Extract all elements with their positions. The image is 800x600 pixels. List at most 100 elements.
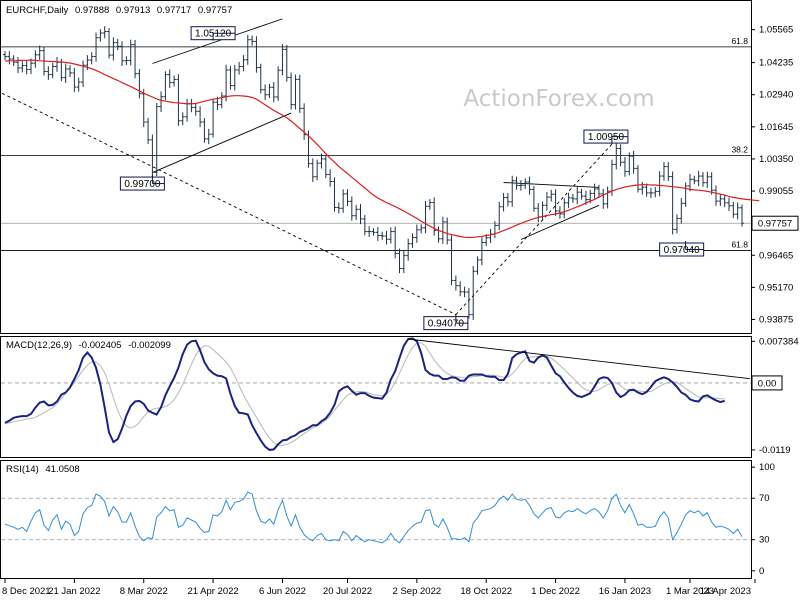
candle xyxy=(163,71,168,101)
candle xyxy=(523,178,528,189)
triangle-upper xyxy=(503,182,599,188)
candle xyxy=(3,51,7,60)
candle xyxy=(414,224,419,243)
x-tick-label: 8 Dec 2021 xyxy=(2,586,51,597)
candle xyxy=(718,193,723,206)
price-tick-label: 0.99055 xyxy=(759,186,793,197)
macd-signal-line xyxy=(4,342,725,446)
candle xyxy=(501,192,506,212)
candle xyxy=(323,155,328,179)
x-tick-label: 1 Dec 2022 xyxy=(531,586,580,597)
candle xyxy=(345,189,350,207)
macd-panel-title: MACD(12,26,9) -0.002405 -0.002099 xyxy=(6,340,171,351)
candle xyxy=(397,248,402,274)
price-open: 0.97888 xyxy=(75,5,109,16)
candle xyxy=(670,171,675,235)
candle xyxy=(601,188,606,209)
macd-tick-label: 0.007384 xyxy=(759,336,799,347)
candle xyxy=(735,202,740,220)
candle xyxy=(432,197,437,236)
candle xyxy=(98,29,103,42)
fib-label-1: 38.2 xyxy=(731,144,748,154)
candle xyxy=(471,265,476,320)
candle xyxy=(232,64,237,91)
rsi-line xyxy=(4,491,743,544)
candle xyxy=(553,189,558,216)
price-tick-label: 1.00350 xyxy=(759,154,793,165)
candle xyxy=(198,106,203,128)
price-high: 0.97913 xyxy=(116,5,150,16)
candle xyxy=(16,57,21,74)
candle xyxy=(644,183,649,197)
candle xyxy=(224,64,229,102)
candle xyxy=(280,44,285,76)
price-title: EURCHF,Daily xyxy=(6,5,69,16)
candle xyxy=(570,193,575,203)
rsi-value: 41.0508 xyxy=(45,464,79,475)
candle xyxy=(666,162,671,182)
candle xyxy=(68,64,73,77)
candle xyxy=(107,28,112,59)
candle xyxy=(740,204,744,227)
candle xyxy=(475,256,480,275)
candle xyxy=(618,144,623,167)
candle xyxy=(679,198,684,224)
candle xyxy=(605,186,610,209)
candle xyxy=(159,91,164,112)
rsi-title: RSI(14) xyxy=(6,464,39,475)
macd-last-label: 0.00 xyxy=(758,378,777,389)
x-tick-label: 6 Jun 2022 xyxy=(259,586,306,597)
candle xyxy=(128,39,133,66)
candle xyxy=(154,102,159,176)
candle xyxy=(172,75,177,87)
last-price-box xyxy=(751,215,799,231)
candle xyxy=(267,83,272,99)
macd-line xyxy=(4,337,725,451)
x-tick-label: 18 Oct 2022 xyxy=(460,586,512,597)
candle xyxy=(700,172,705,187)
moving-average-line xyxy=(4,59,760,239)
candle xyxy=(726,197,731,211)
candle xyxy=(592,183,597,199)
candle xyxy=(674,214,679,234)
candle xyxy=(514,176,519,190)
rsi-tick-label: 0 xyxy=(759,566,764,577)
candle xyxy=(146,117,151,145)
candle xyxy=(505,192,510,207)
annotation-label-4: 0.94070 xyxy=(428,319,465,330)
candle xyxy=(466,288,471,319)
candle xyxy=(696,170,701,187)
candle xyxy=(124,56,129,65)
candle xyxy=(531,186,536,212)
candle xyxy=(7,51,12,65)
candle xyxy=(76,77,81,92)
candle xyxy=(328,169,333,187)
candle xyxy=(180,112,185,126)
candle xyxy=(254,36,259,73)
candle xyxy=(614,143,619,170)
candle xyxy=(89,52,94,65)
candle xyxy=(332,177,337,212)
dashed-trendline-down xyxy=(1,92,457,316)
candle xyxy=(579,188,584,200)
macd-signal-value: -0.002099 xyxy=(128,340,171,351)
candle xyxy=(362,215,367,236)
annotation-label-2: 1.00950 xyxy=(588,132,625,143)
candle xyxy=(635,165,640,193)
candle xyxy=(24,60,29,75)
candle xyxy=(219,92,224,109)
fib-label-2: 61.8 xyxy=(731,239,748,249)
macd-trendline xyxy=(408,338,751,380)
price-tick-label: 1.04235 xyxy=(759,58,793,69)
candle xyxy=(137,69,142,99)
candle xyxy=(661,161,666,181)
candle xyxy=(462,286,467,298)
candle xyxy=(349,196,354,221)
price-close: 0.97757 xyxy=(198,5,232,16)
last-price-label: 0.97757 xyxy=(758,219,792,230)
candle xyxy=(211,98,216,138)
rsi-tick-label: 100 xyxy=(759,462,775,473)
price-panel-frame xyxy=(0,0,752,334)
candle xyxy=(241,55,246,72)
